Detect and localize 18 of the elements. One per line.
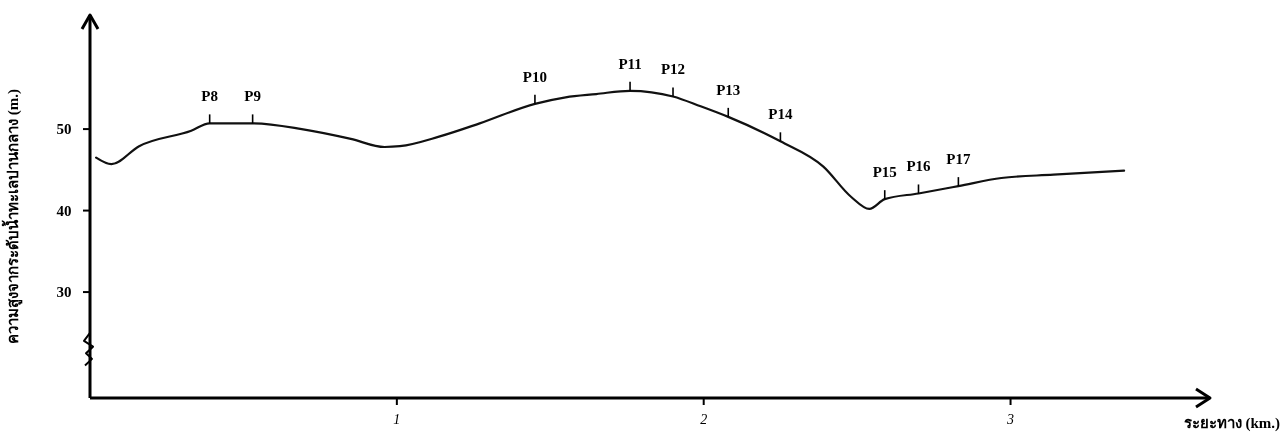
x-tick-label: 1: [393, 412, 401, 427]
annotation: P13: [716, 81, 741, 98]
x-tick-label: 3: [1006, 412, 1015, 427]
x-tick-label: 2: [700, 412, 708, 427]
x-axis-title: ระยะทาง (km.): [1183, 415, 1280, 432]
annotation: P16: [906, 158, 932, 175]
annotation: P8: [201, 88, 219, 105]
y-axis-title: ความสูงจากระดับน้ำทะเลปานกลาง (m.): [1, 89, 23, 344]
annotation: P10: [522, 68, 548, 85]
annotation: P11: [618, 55, 642, 72]
annotation: P12: [660, 61, 686, 78]
annotation: P15: [872, 164, 897, 181]
annotation: P9: [244, 88, 261, 105]
annotation: P17: [946, 151, 971, 168]
y-tick-label: 50: [56, 121, 72, 138]
y-tick-label: 40: [56, 202, 72, 219]
annotation: P14: [768, 106, 793, 123]
y-tick-label: 30: [56, 284, 72, 301]
